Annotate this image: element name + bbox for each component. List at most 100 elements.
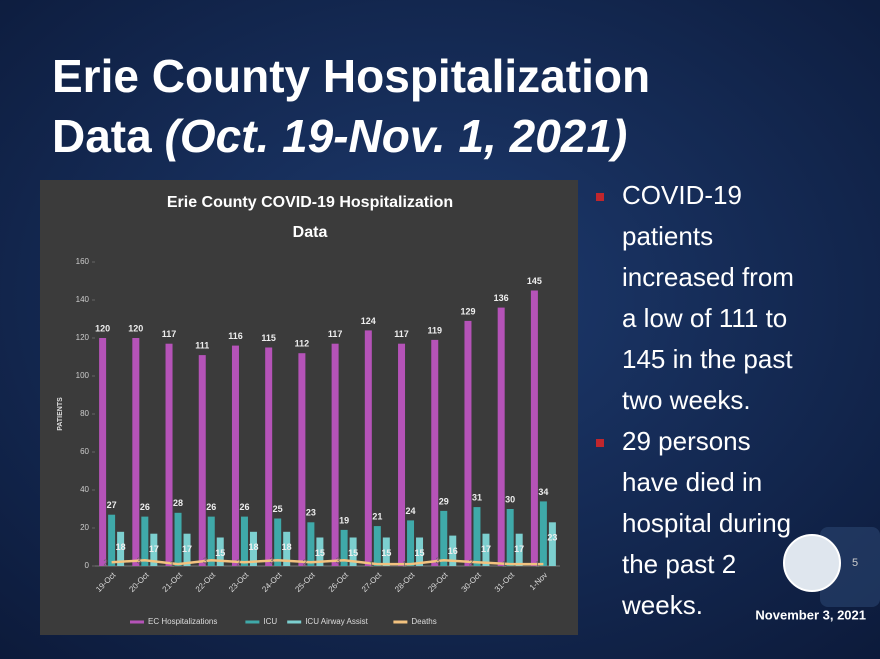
legend-label: ICU Airway Assist <box>305 617 368 626</box>
bar <box>373 526 381 566</box>
data-label: 17 <box>514 544 524 554</box>
bar <box>382 537 390 566</box>
data-label: 18 <box>282 542 292 552</box>
bar <box>449 535 457 566</box>
chart-title: Erie County COVID-19 Hospitalization <box>167 194 453 211</box>
chart-area <box>40 180 578 635</box>
bar <box>349 537 357 566</box>
legend-label: EC Hospitalizations <box>148 617 217 626</box>
data-label: 3 <box>137 556 142 565</box>
bar <box>240 516 248 566</box>
data-label: 2 <box>236 558 241 567</box>
y-axis-label: PATIENTS <box>57 397 64 431</box>
y-tick-label: 80 <box>80 409 89 418</box>
data-label: 3 <box>436 556 441 565</box>
bar <box>440 510 448 566</box>
slide-title-part: Data <box>52 110 152 162</box>
legend-label: Deaths <box>411 617 436 626</box>
bullet-marker <box>596 193 604 201</box>
y-tick-label: 60 <box>80 447 89 456</box>
data-label: 27 <box>107 500 117 510</box>
bar <box>99 338 107 566</box>
slide-title-dates: (Oct. 19-Nov. 1, 2021) <box>165 110 628 162</box>
data-label: 25 <box>273 504 283 514</box>
bar <box>165 343 173 566</box>
data-label: 1 <box>369 560 374 569</box>
bar <box>431 339 439 566</box>
data-label: 23 <box>306 508 316 518</box>
data-label: 120 <box>95 323 110 333</box>
data-label: 15 <box>381 548 391 558</box>
data-label: 26 <box>140 502 150 512</box>
bullet-text: increased from <box>622 262 794 292</box>
line-series <box>111 559 544 566</box>
chart-title: Data <box>293 224 328 241</box>
legend-label: ICU <box>263 617 277 626</box>
bar <box>506 509 514 566</box>
data-label: 15 <box>415 548 425 558</box>
data-label: 3 <box>203 556 208 565</box>
data-label: 24 <box>406 506 416 516</box>
bar <box>464 320 472 566</box>
bar <box>108 514 116 566</box>
data-label: 1 <box>502 560 507 569</box>
bar <box>198 355 206 566</box>
y-tick-label: 160 <box>76 257 90 266</box>
bar <box>249 531 257 566</box>
data-label: 19 <box>339 515 349 525</box>
y-tick-label: 20 <box>80 523 89 532</box>
bar <box>174 512 182 566</box>
bar <box>364 330 372 566</box>
data-label: 17 <box>481 544 491 554</box>
data-label: 26 <box>239 502 249 512</box>
bar <box>298 353 306 566</box>
data-label: 115 <box>261 333 276 343</box>
bar <box>331 343 339 566</box>
data-label: 17 <box>149 544 159 554</box>
data-label: 21 <box>372 511 382 521</box>
bar <box>473 507 481 566</box>
data-label: 15 <box>315 548 325 558</box>
bar <box>216 537 224 566</box>
data-label: 111 <box>195 340 209 350</box>
bar <box>340 529 348 566</box>
bullet-text: 145 in the past <box>622 344 793 374</box>
bar <box>150 533 158 566</box>
data-label: 17 <box>182 544 192 554</box>
data-label: 116 <box>228 331 243 341</box>
bullet-text: weeks. <box>621 590 703 620</box>
bar <box>274 518 282 566</box>
y-tick-label: 140 <box>76 295 90 304</box>
bar <box>407 520 415 566</box>
slide-title: Erie County Hospitalization <box>52 50 650 102</box>
slide-date: November 3, 2021 <box>755 607 866 622</box>
data-label: 29 <box>439 496 449 506</box>
data-label: 34 <box>538 487 548 497</box>
bar <box>482 533 490 566</box>
data-label: 117 <box>162 329 177 339</box>
data-label: 3 <box>269 556 274 565</box>
bullet-text: hospital during <box>622 508 791 538</box>
data-label: 16 <box>448 546 458 556</box>
bar <box>515 533 523 566</box>
data-label: 2 <box>303 558 308 567</box>
bar <box>497 307 505 566</box>
bullet-text: have died in <box>622 467 762 497</box>
bar <box>307 522 315 566</box>
bar <box>132 338 140 566</box>
bar <box>398 343 406 566</box>
bullet-text: 29 persons <box>622 426 751 456</box>
y-tick-label: 40 <box>80 485 89 494</box>
data-label: 117 <box>328 329 343 339</box>
bar <box>265 347 273 566</box>
bullet-text: two weeks. <box>622 385 751 415</box>
data-label: 26 <box>206 502 216 512</box>
data-label: 1 <box>170 560 175 569</box>
data-label: 1 <box>535 560 540 569</box>
data-label: 23 <box>547 533 557 543</box>
data-label: 112 <box>295 339 310 349</box>
bar <box>539 501 547 566</box>
bar <box>548 522 556 566</box>
